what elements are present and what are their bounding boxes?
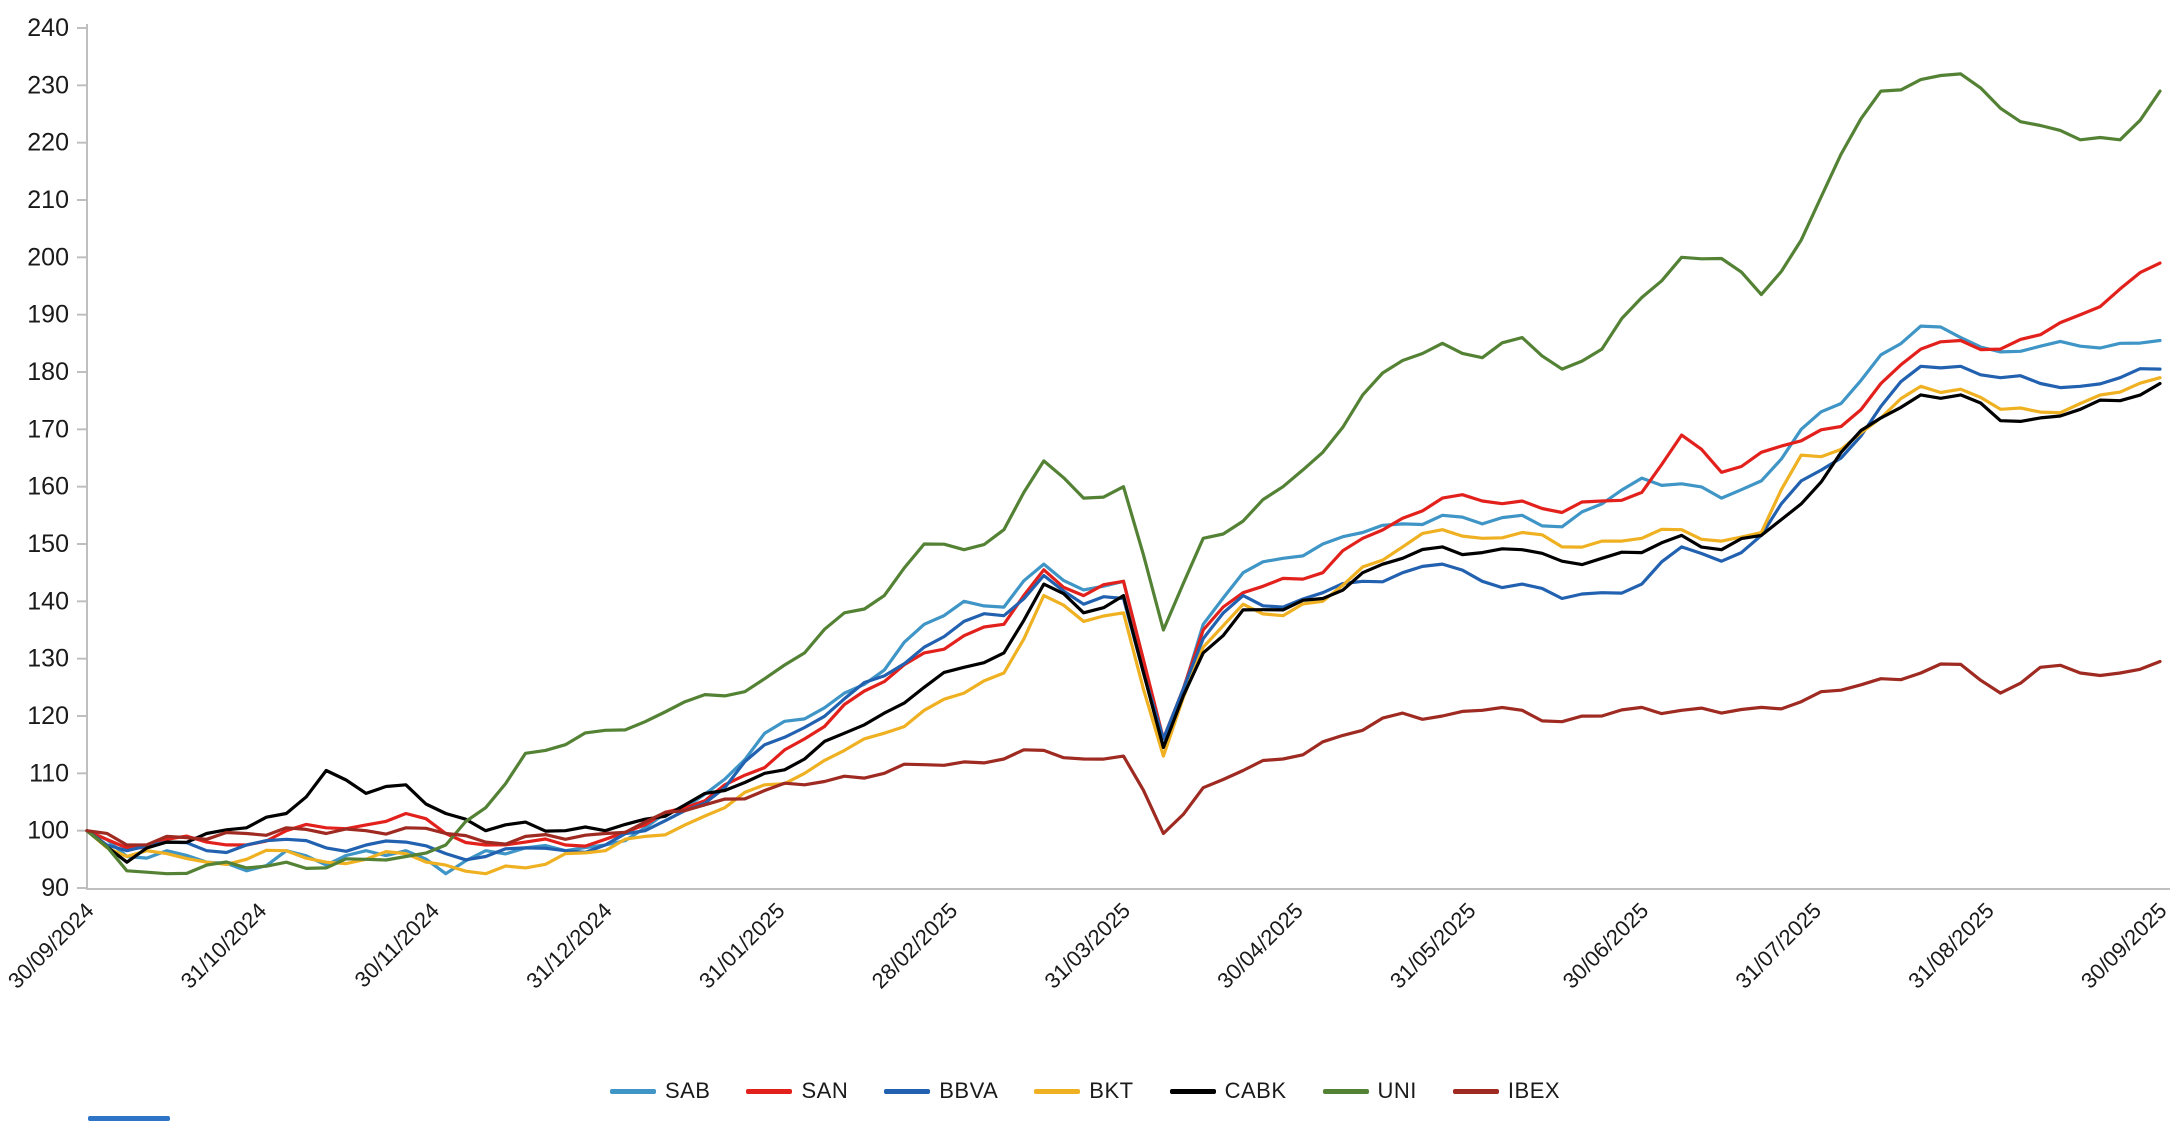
legend-label-uni: UNI <box>1377 1078 1417 1103</box>
legend-swatch-bbva <box>884 1088 931 1094</box>
series-line-bkt <box>85 376 2162 876</box>
y-tick-label: 150 <box>27 530 69 558</box>
legend-item-bkt: BKT <box>1034 1078 1133 1104</box>
legend-label-sab: SAB <box>664 1078 711 1103</box>
x-tick-label: 30/06/2025 <box>1558 898 1654 994</box>
legend-swatch-cabk <box>1169 1088 1216 1094</box>
x-tick-label: 28/02/2025 <box>867 898 963 994</box>
screen-edge-artifact <box>88 1116 170 1121</box>
x-tick-label: 30/09/2025 <box>2076 898 2170 994</box>
y-tick-label: 120 <box>27 702 69 730</box>
y-tick-label: 210 <box>27 186 69 214</box>
legend-swatch-sab <box>609 1088 656 1094</box>
y-tick-label: 140 <box>27 587 69 615</box>
x-tick-label: 31/05/2025 <box>1385 898 1481 994</box>
legend-label-bkt: BKT <box>1089 1078 1134 1103</box>
y-tick-label: 90 <box>41 874 69 902</box>
x-tick-label: 31/03/2025 <box>1039 898 1135 994</box>
legend-item-san: SAN <box>746 1078 848 1104</box>
legend-label-bbva: BBVA <box>939 1078 999 1103</box>
y-tick-label: 220 <box>27 129 69 157</box>
y-tick-label: 180 <box>27 358 69 386</box>
legend-label-cabk: CABK <box>1224 1078 1287 1103</box>
y-tick-label: 240 <box>27 14 69 42</box>
series-line-cabk <box>85 381 2162 864</box>
legend-item-sab: SAB <box>609 1078 711 1104</box>
x-tick-label: 30/09/2024 <box>3 898 99 994</box>
y-tick-label: 230 <box>27 71 69 99</box>
series-line-uni <box>85 72 2162 876</box>
legend-label-san: SAN <box>801 1078 849 1103</box>
legend-swatch-san <box>746 1088 793 1094</box>
chart-legend: SAB SAN BBVA BKT CABK UNI IBEX <box>0 1078 2170 1104</box>
x-tick-label: 30/11/2024 <box>350 898 444 992</box>
y-tick-label: 170 <box>27 415 69 443</box>
legend-item-ibex: IBEX <box>1452 1078 1561 1104</box>
legend-item-cabk: CABK <box>1169 1078 1287 1104</box>
legend-swatch-uni <box>1322 1088 1369 1094</box>
x-tick-label: 31/10/2024 <box>176 898 272 994</box>
x-tick-label: 31/01/2025 <box>694 898 790 994</box>
x-tick-label: 31/08/2025 <box>1903 898 1999 994</box>
x-tick-label: 31/12/2024 <box>521 898 617 994</box>
y-tick-label: 160 <box>27 473 69 501</box>
y-tick-label: 130 <box>27 645 69 673</box>
x-tick-label: 30/04/2025 <box>1212 898 1308 994</box>
series-line-ibex <box>85 659 2162 847</box>
legend-swatch-bkt <box>1034 1088 1081 1094</box>
legend-item-bbva: BBVA <box>884 1078 998 1104</box>
y-tick-label: 190 <box>27 301 69 329</box>
legend-swatch-ibex <box>1452 1088 1499 1094</box>
y-tick-label: 200 <box>27 243 69 271</box>
series-line-san <box>85 261 2162 850</box>
legend-label-ibex: IBEX <box>1507 1078 1561 1103</box>
x-tick-label: 31/07/2025 <box>1730 898 1826 994</box>
legend-item-uni: UNI <box>1322 1078 1417 1104</box>
y-tick-label: 110 <box>29 759 69 787</box>
y-tick-label: 100 <box>27 817 69 845</box>
